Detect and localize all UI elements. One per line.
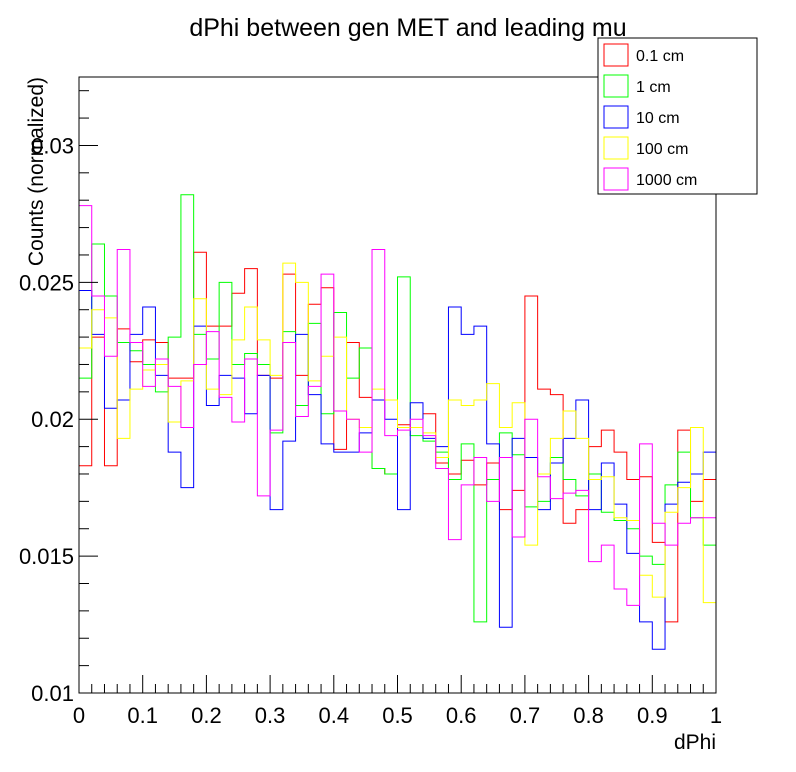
x-tick-label: 0.2 [191, 703, 222, 728]
legend-swatch [603, 136, 629, 160]
x-tick-label: 0.1 [127, 703, 158, 728]
x-tick-label: 0.8 [573, 703, 604, 728]
legend-swatch [603, 43, 629, 67]
y-tick-label: 0.015 [19, 544, 74, 569]
y-tick-label: 0.03 [31, 133, 74, 158]
x-tick-label: 0.3 [255, 703, 286, 728]
x-tick-label: 0.9 [637, 703, 668, 728]
series-5 [79, 205, 716, 606]
legend-item: 1 cm [603, 74, 671, 98]
legend-label: 0.1 cm [636, 48, 684, 65]
series-line-1000-cm [79, 205, 716, 606]
legend-item: 10 cm [603, 105, 680, 129]
y-tick-label: 0.025 [19, 270, 74, 295]
legend-item: 1000 cm [603, 167, 697, 191]
series-2 [79, 194, 716, 623]
legend-label: 1 cm [636, 79, 671, 96]
legend-label: 10 cm [636, 110, 680, 127]
y-axis-tick-labels: 0.01 0.015 0.02 0.025 0.03 [19, 133, 74, 706]
legend-label: 1000 cm [636, 172, 697, 189]
series-line-10-cm [79, 290, 716, 650]
y-tick-label: 0.02 [31, 407, 74, 432]
y-axis-label: Counts (normalized) [25, 77, 48, 266]
x-tick-label: 1 [710, 703, 722, 728]
x-tick-label: 0.5 [382, 703, 413, 728]
x-axis-tick-labels: 0 0.1 0.2 0.3 0.4 0.5 0.6 0.7 0.8 0.9 1 [73, 703, 722, 728]
y-tick-label: 0.01 [31, 681, 74, 706]
legend: 0.1 cm 1 cm 10 cm 100 cm 1000 cm [597, 37, 758, 195]
chart-title: dPhi between gen MET and leading mu [189, 14, 626, 42]
y-axis-ticks [79, 90, 98, 694]
legend-swatch [603, 105, 629, 129]
series-line-100-cm [79, 262, 716, 604]
x-axis-ticks [78, 675, 717, 693]
legend-entries: 0.1 cm 1 cm 10 cm 100 cm 1000 cm [603, 43, 697, 191]
x-tick-label: 0.7 [510, 703, 541, 728]
legend-swatch [603, 74, 629, 98]
series-4 [79, 262, 716, 604]
x-tick-label: 0 [73, 703, 85, 728]
legend-item: 100 cm [603, 136, 688, 160]
x-tick-label: 0.6 [446, 703, 477, 728]
legend-item: 0.1 cm [603, 43, 684, 67]
x-axis-label: dPhi [674, 731, 716, 754]
series-3 [79, 290, 716, 650]
series-layer [79, 194, 716, 650]
x-tick-label: 0.4 [319, 703, 350, 728]
legend-label: 100 cm [636, 141, 688, 158]
legend-swatch [603, 167, 629, 191]
series-line-1-cm [79, 194, 716, 623]
